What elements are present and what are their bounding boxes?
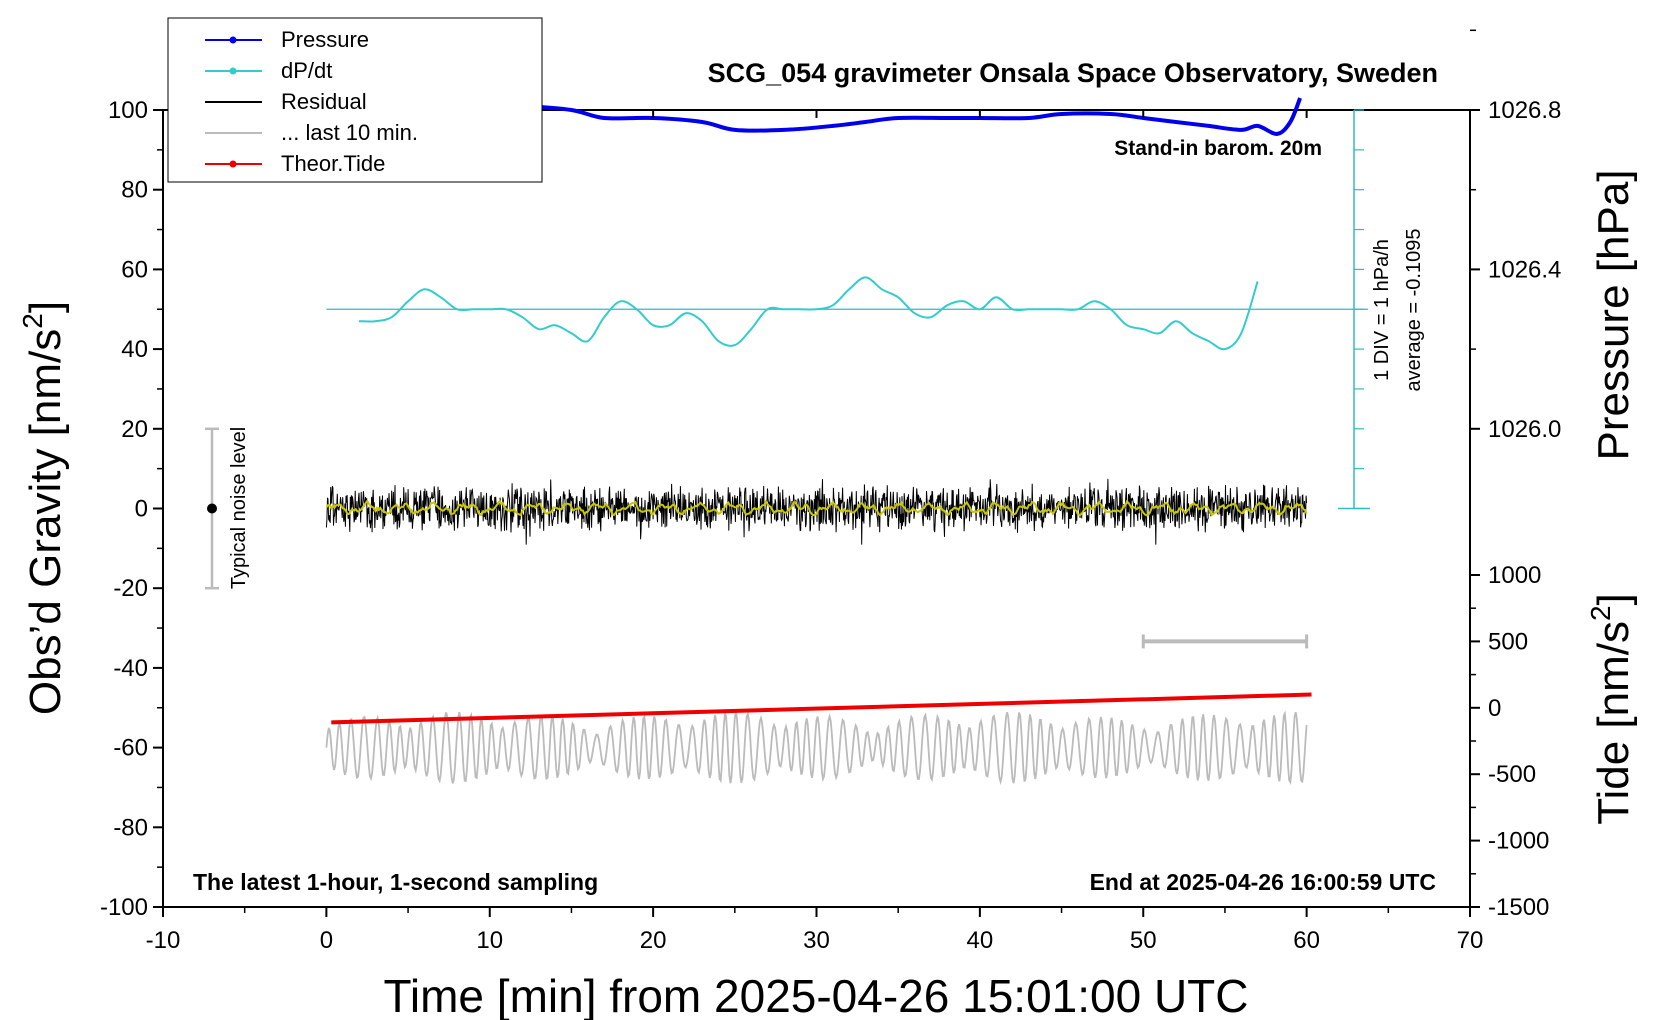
x-tick-labels: -10 0 10 20 30 40 50 60 70 xyxy=(146,927,1484,954)
x-tick-label: 20 xyxy=(640,927,667,954)
noise-center-dot xyxy=(207,503,218,514)
tide-scale-bar xyxy=(1141,634,1309,649)
legend-swatch-dot xyxy=(229,160,237,168)
dpdt-series xyxy=(358,276,1259,351)
chart-title: SCG_054 gravimeter Onsala Space Observat… xyxy=(708,58,1438,88)
theoretical-tide-series xyxy=(331,692,1312,725)
x-tick-label: 50 xyxy=(1130,927,1157,954)
y-tick-label: -40 xyxy=(113,655,148,682)
y-tick-label: -100 xyxy=(100,894,148,921)
pressure-tick-label: 1026.4 xyxy=(1488,256,1561,283)
dpdt-line xyxy=(358,276,1259,351)
last-10-min-line xyxy=(325,710,1308,786)
tide-tick-labels: 1000 500 0 -500 -1000 -1500 xyxy=(1488,562,1549,921)
residual-smoothed-line xyxy=(325,499,1308,517)
tide-tick-label: 0 xyxy=(1488,695,1501,722)
y-tick-labels: 100 80 60 40 20 0 -20 -40 -60 -80 -100 xyxy=(100,97,148,921)
y-tick-label: 20 xyxy=(121,416,148,443)
legend-swatch-dot xyxy=(229,67,237,75)
x-tick-label: 40 xyxy=(967,927,994,954)
pressure-tick-label: 1026.0 xyxy=(1488,416,1561,443)
residual-line xyxy=(325,478,1308,545)
dpdt-axis: 1 DIV = 1 hPa/h average = -0.1095 xyxy=(1338,109,1425,510)
pressure-tick-label: 1026.8 xyxy=(1488,97,1561,124)
noise-marker: Typical noise level xyxy=(205,427,250,590)
dpdt-scale-label: 1 DIV = 1 hPa/h xyxy=(1371,239,1393,381)
y-tick-label: -80 xyxy=(113,814,148,841)
x-tick-label: 10 xyxy=(476,927,503,954)
x-tick-label: 60 xyxy=(1293,927,1320,954)
barometer-note: Stand-in barom. 20m xyxy=(1114,137,1322,160)
x-tick-label: 30 xyxy=(803,927,830,954)
sampling-note: The latest 1-hour, 1-second sampling xyxy=(193,869,598,895)
tide-tick-label: -1500 xyxy=(1488,894,1549,921)
tide-tick-label: -1000 xyxy=(1488,828,1549,855)
legend-label: Pressure xyxy=(281,27,369,52)
legend-entries: Pressure dP/dt Residual ... last 10 min. The… xyxy=(205,27,418,176)
tide-tick-label: 500 xyxy=(1488,628,1528,655)
residual-series xyxy=(325,478,1308,545)
legend-label: ... last 10 min. xyxy=(281,120,418,145)
x-tick-label: -10 xyxy=(146,927,181,954)
legend-swatch-dot xyxy=(229,36,237,44)
noise-label: Typical noise level xyxy=(228,427,250,589)
legend-label: dP/dt xyxy=(281,58,332,83)
tide-line xyxy=(331,692,1312,725)
y-tick-label: -60 xyxy=(113,735,148,762)
legend-label: Residual xyxy=(281,89,367,114)
residual-smoothed-series xyxy=(325,499,1308,517)
x-tick-label: 0 xyxy=(320,927,333,954)
y-axis-label: Obs’d Gravity [nm/s2] xyxy=(17,301,70,715)
end-time-note: End at 2025-04-26 16:00:59 UTC xyxy=(1090,869,1436,895)
legend-label: Theor.Tide xyxy=(281,151,385,176)
x-tick-label: 70 xyxy=(1457,927,1484,954)
y-tick-label: 100 xyxy=(108,97,148,124)
tide-tick-label: 1000 xyxy=(1488,562,1541,589)
legend-box xyxy=(167,17,543,183)
tide-tick-label: -500 xyxy=(1488,761,1536,788)
last-10-min-series xyxy=(325,710,1308,786)
y-tick-label: 80 xyxy=(121,177,148,204)
pressure-axis-label: Pressure [hPa] xyxy=(1589,169,1638,460)
y-tick-label: -20 xyxy=(113,575,148,602)
axis-ticks xyxy=(153,29,1480,917)
legend: Pressure dP/dt Residual ... last 10 min. The… xyxy=(167,17,543,183)
dpdt-average-label: average = -0.1095 xyxy=(1403,229,1425,392)
x-axis-label: Time [min] from 2025-04-26 15:01:00 UTC xyxy=(384,970,1249,1020)
y-tick-label: 40 xyxy=(121,336,148,363)
y-tick-label: 60 xyxy=(121,256,148,283)
tide-axis-label: Tide [nm/s2] xyxy=(1585,593,1638,825)
y-tick-label: 0 xyxy=(135,496,148,523)
